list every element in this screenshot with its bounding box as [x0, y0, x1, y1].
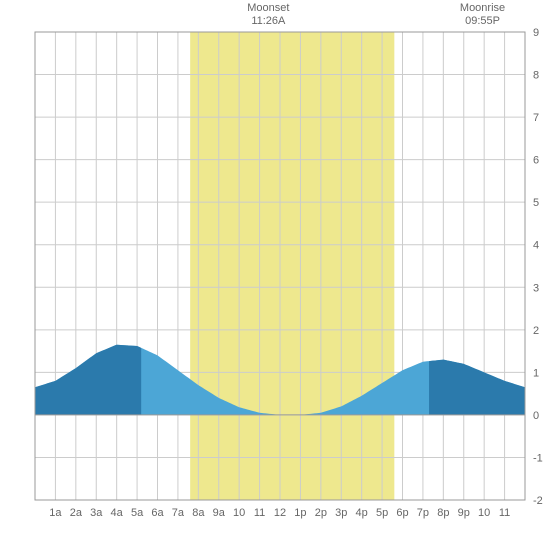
chart-svg: -2-101234567891a2a3a4a5a6a7a8a9a1011121p…	[0, 0, 550, 550]
moonset-title: Moonset	[247, 2, 289, 15]
x-tick-label: 1a	[49, 507, 62, 519]
x-tick-label: 2p	[315, 507, 327, 519]
y-tick-label: 4	[533, 240, 539, 252]
x-tick-label: 4a	[111, 507, 124, 519]
x-tick-label: 4p	[356, 507, 368, 519]
tide-chart: Moonset 11:26A Moonrise 09:55P -2-101234…	[0, 0, 550, 550]
moonrise-label: Moonrise 09:55P	[460, 2, 505, 28]
daylight-band	[190, 32, 394, 500]
x-tick-label: 11	[254, 507, 265, 519]
x-tick-label: 9p	[458, 507, 470, 519]
x-tick-label: 3p	[335, 507, 347, 519]
y-tick-label: 7	[533, 112, 539, 124]
x-tick-label: 7p	[417, 507, 429, 519]
y-tick-label: 1	[533, 367, 539, 379]
tide-area-night-am	[35, 345, 141, 415]
x-tick-label: 6p	[396, 507, 408, 519]
x-tick-label: 12	[274, 507, 286, 519]
moonrise-time: 09:55P	[460, 15, 505, 28]
y-tick-label: 2	[533, 325, 539, 337]
x-tick-label: 11	[499, 507, 510, 519]
x-tick-label: 8p	[437, 507, 449, 519]
x-tick-label: 2a	[70, 507, 83, 519]
x-tick-label: 5a	[131, 507, 144, 519]
moonset-time: 11:26A	[247, 15, 289, 28]
x-tick-label: 3a	[90, 507, 103, 519]
y-tick-label: 5	[533, 197, 539, 209]
x-tick-label: 8a	[192, 507, 205, 519]
y-tick-label: 6	[533, 155, 539, 167]
moonrise-title: Moonrise	[460, 2, 505, 15]
x-tick-label: 10	[478, 507, 490, 519]
y-tick-label: 8	[533, 70, 539, 82]
x-tick-label: 9a	[213, 507, 226, 519]
x-tick-label: 10	[233, 507, 245, 519]
chart-header: Moonset 11:26A Moonrise 09:55P	[0, 2, 550, 32]
x-tick-label: 5p	[376, 507, 388, 519]
y-tick-label: -1	[533, 452, 543, 464]
x-tick-label: 1p	[294, 507, 306, 519]
y-tick-label: -2	[533, 495, 543, 507]
x-tick-label: 7a	[172, 507, 185, 519]
x-tick-label: 6a	[151, 507, 164, 519]
moonset-label: Moonset 11:26A	[247, 2, 289, 28]
y-tick-label: 0	[533, 410, 539, 422]
y-tick-label: 3	[533, 282, 539, 294]
tide-area-night-pm	[429, 360, 525, 415]
